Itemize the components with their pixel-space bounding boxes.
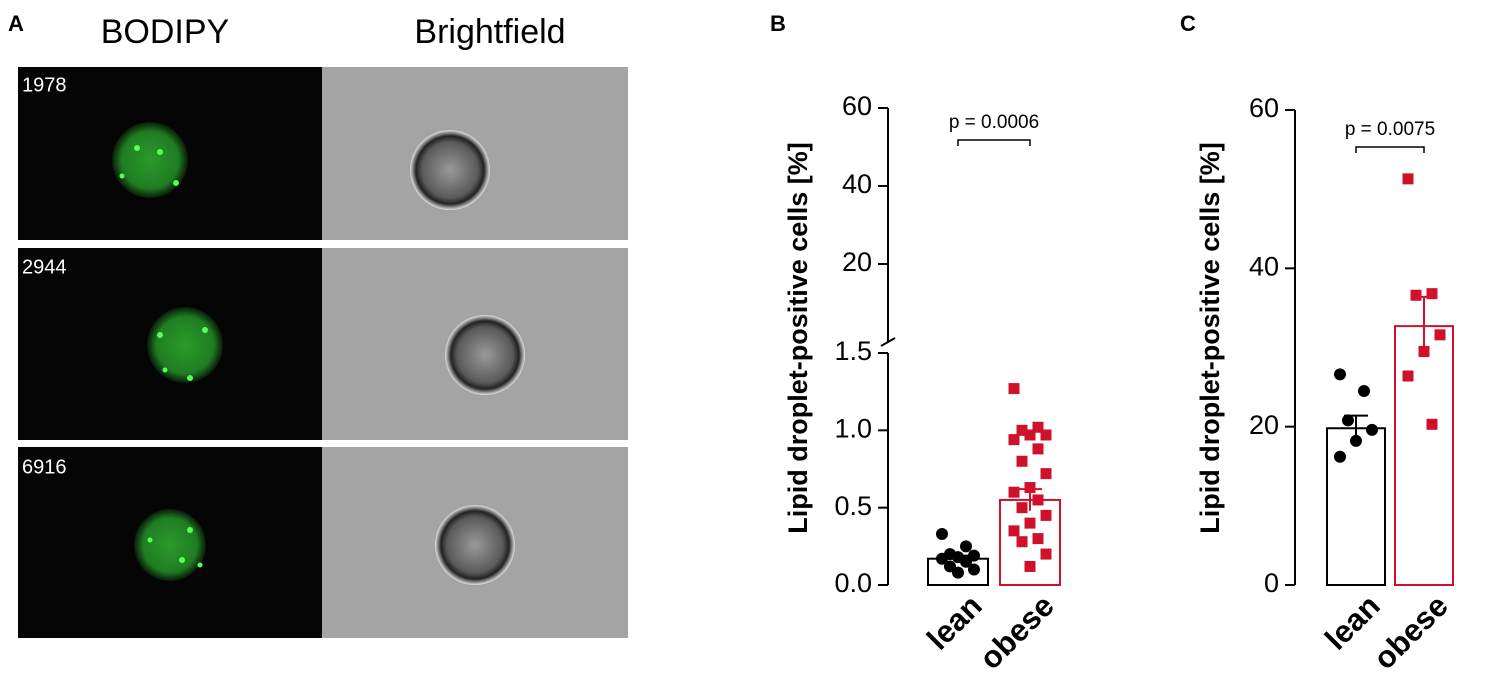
data-point xyxy=(1016,424,1028,436)
data-point xyxy=(1366,423,1378,436)
image-row: 2944 xyxy=(18,248,628,440)
data-point xyxy=(1008,383,1020,395)
y-tick-label: 40 xyxy=(1249,251,1279,281)
data-point xyxy=(1402,370,1414,382)
data-point xyxy=(1434,329,1446,341)
data-point xyxy=(1358,385,1370,398)
bar xyxy=(1394,325,1454,586)
data-point xyxy=(936,527,948,540)
data-point xyxy=(1008,434,1020,446)
data-point xyxy=(1342,414,1354,427)
y-tick-label: 20 xyxy=(842,247,872,277)
data-point xyxy=(1024,429,1036,441)
row-label: 1978 xyxy=(22,74,67,96)
data-point xyxy=(1426,418,1438,430)
data-point xyxy=(1334,450,1346,463)
data-point xyxy=(1334,368,1346,381)
data-point xyxy=(1024,560,1036,572)
data-point xyxy=(1024,482,1036,494)
data-point xyxy=(968,563,980,576)
y-axis-label: Lipid droplet-positive cells [%] xyxy=(783,142,813,534)
data-point xyxy=(936,552,948,565)
significance-bracket xyxy=(1355,146,1425,153)
data-point xyxy=(1024,517,1036,529)
y-tick-label: 1.5 xyxy=(834,336,872,366)
data-point xyxy=(960,555,972,568)
y-tick-label: 60 xyxy=(1249,93,1279,123)
data-point xyxy=(952,566,964,579)
panel-letter: A xyxy=(8,11,24,36)
image-row: 6916 xyxy=(18,447,628,638)
data-point xyxy=(1008,525,1020,537)
x-tick-label: obese xyxy=(1367,588,1455,676)
data-point xyxy=(1016,455,1028,467)
data-point xyxy=(1410,289,1422,301)
data-point xyxy=(1016,502,1028,514)
data-point xyxy=(1032,421,1044,433)
data-point xyxy=(960,540,972,553)
data-point xyxy=(1040,429,1052,441)
y-tick-label: 0.5 xyxy=(834,491,872,521)
annotation: p = 0.0075 xyxy=(1345,119,1435,140)
data-point xyxy=(1418,345,1430,357)
axis-break xyxy=(880,337,896,347)
panel-letter: B xyxy=(770,11,786,36)
y-axis-label: Lipid droplet-positive cells [%] xyxy=(1195,142,1225,534)
data-point xyxy=(1040,548,1052,560)
y-tick-label: 20 xyxy=(1249,410,1279,440)
y-tick-label: 0 xyxy=(1264,568,1279,598)
data-point xyxy=(1402,173,1414,185)
y-tick-label: 0.0 xyxy=(834,568,872,598)
column-title: Brightfield xyxy=(414,13,565,51)
panel-letter: C xyxy=(1180,11,1196,36)
significance-bracket xyxy=(957,139,1031,146)
row-label: 6916 xyxy=(22,456,67,478)
x-tick-label: obese xyxy=(973,588,1061,676)
data-point xyxy=(1350,434,1362,447)
y-tick-label: 1.0 xyxy=(834,413,872,443)
data-point xyxy=(1032,443,1044,455)
data-point xyxy=(1426,288,1438,300)
y-tick-label: 60 xyxy=(842,91,872,121)
data-point xyxy=(1040,468,1052,480)
bar xyxy=(1326,427,1386,586)
data-point xyxy=(1016,536,1028,548)
data-point xyxy=(1040,509,1052,521)
column-title: BODIPY xyxy=(101,13,229,51)
y-tick-label: 40 xyxy=(842,169,872,199)
data-point xyxy=(1008,486,1020,498)
data-point xyxy=(1032,533,1044,545)
row-label: 2944 xyxy=(22,256,67,278)
image-row: 1978 xyxy=(18,67,628,240)
annotation: p = 0.0006 xyxy=(949,112,1039,133)
data-point xyxy=(1032,494,1044,506)
panel-a: A BODIPY Brightfield 1978 2944 6916 xyxy=(8,11,628,638)
